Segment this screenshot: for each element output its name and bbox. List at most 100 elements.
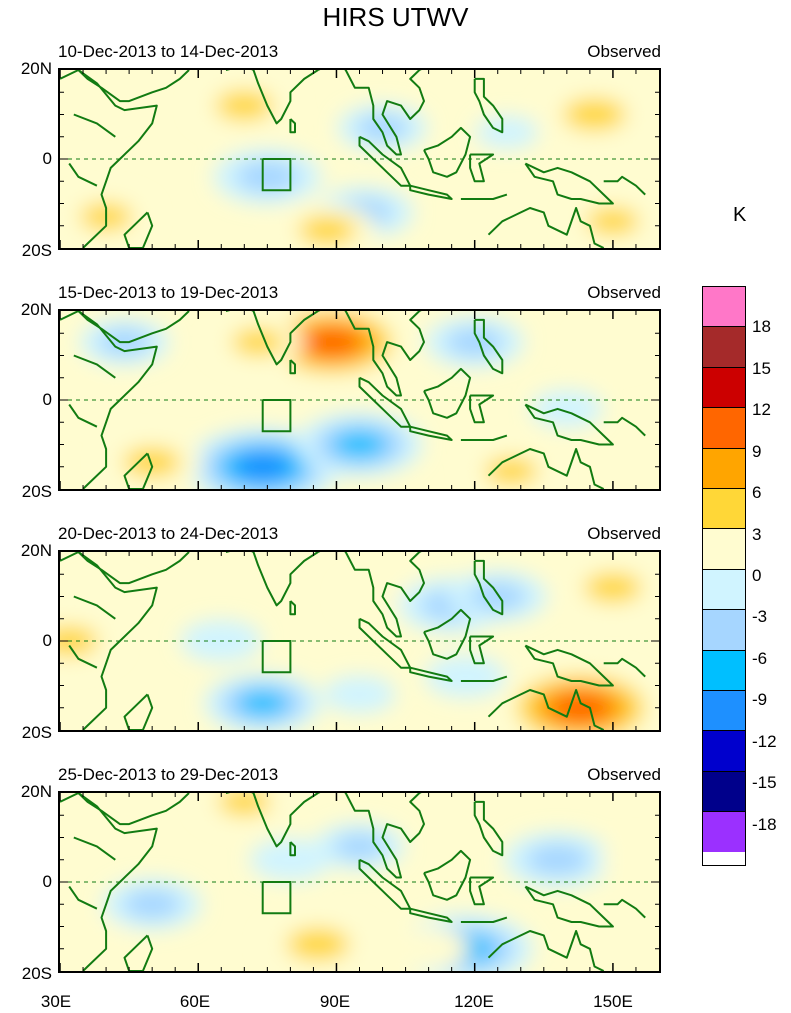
coastline: [358, 376, 412, 428]
anomaly-contour: [60, 381, 120, 419]
coastline: [123, 693, 154, 730]
anomaly-contour: [333, 833, 386, 860]
colorbar-box: [703, 650, 745, 691]
coastline: [60, 70, 158, 248]
colorbar-unit: K: [733, 204, 747, 226]
coastline: [524, 403, 614, 446]
panel-3-ytick-20n: 20N: [20, 541, 52, 560]
map-panel-3: [58, 550, 661, 732]
coastline: [60, 311, 158, 489]
coastline: [225, 793, 319, 848]
coastline: [358, 135, 412, 187]
coastline: [524, 162, 614, 205]
anomaly-contour: [446, 327, 504, 357]
xtick-30e: 30E: [40, 992, 72, 1011]
colorbar-box: [703, 812, 745, 853]
colorbar-box: [703, 771, 745, 813]
colorbar-box: [703, 610, 745, 651]
anomaly-contour: [475, 115, 539, 149]
panel-3-ytick-20s: 20S: [21, 723, 52, 742]
colorbar-box: [703, 488, 745, 530]
coastline: [73, 113, 116, 138]
coastline: [225, 311, 319, 366]
panel-3-date: 20-Dec-2013 to 24-Dec-2013: [58, 524, 279, 543]
coastline: [603, 416, 646, 437]
anomaly-contour: [237, 690, 289, 717]
coastline: [68, 403, 98, 428]
panel-3-tag: Observed: [587, 524, 661, 543]
anomaly-contour: [424, 655, 506, 698]
coastline: [473, 559, 504, 616]
panel-2-ytick-0: 0: [42, 390, 52, 409]
colorbar-label: -6: [752, 648, 768, 668]
colorbar-box: [703, 448, 745, 489]
anomaly-contour: [587, 207, 639, 235]
anomaly-contour: [572, 923, 654, 966]
coastline: [289, 841, 296, 857]
coastline: [487, 448, 605, 489]
anomaly-contour: [123, 889, 181, 919]
panel-3-ytick-0: 0: [42, 631, 52, 650]
panel-4-ytick-0: 0: [42, 872, 52, 891]
colorbar-label: 18: [752, 317, 771, 337]
coastline: [460, 675, 508, 682]
map-panel-4: [58, 791, 661, 973]
coastline: [225, 552, 319, 607]
coastline: [603, 175, 646, 196]
xtick-90e: 90E: [319, 992, 351, 1011]
colorbar-label: 0: [752, 566, 762, 585]
panel-4-tag: Observed: [587, 765, 661, 784]
colorbar-label: 15: [752, 358, 771, 378]
coastline: [358, 617, 412, 669]
anomaly-contour: [530, 390, 603, 428]
coastline: [473, 800, 504, 857]
panel-4-ytick-20s: 20S: [21, 964, 52, 983]
colorbar-label: -3: [752, 607, 768, 627]
anomaly-contour: [388, 927, 470, 970]
chart-title: HIRS UTWV: [322, 2, 469, 32]
coastline: [225, 70, 319, 125]
colorbar: [702, 286, 746, 866]
anomaly-contour: [526, 843, 589, 876]
coastline: [469, 635, 495, 665]
coastline: [460, 193, 508, 200]
coastline: [473, 77, 504, 134]
panel-2-ytick-20s: 20S: [21, 482, 52, 501]
panel-2-date: 15-Dec-2013 to 19-Dec-2013: [58, 283, 279, 302]
coastline: [603, 898, 646, 919]
xtick-150e: 150E: [593, 992, 633, 1011]
coastline: [318, 311, 425, 397]
colorbar-box: [703, 731, 745, 772]
coastline: [469, 394, 495, 424]
colorbar-box: [703, 529, 745, 570]
panel-2-ytick-20n: 20N: [20, 300, 52, 319]
panel-1-ytick-20s: 20S: [21, 241, 52, 260]
colorbar-box: [703, 287, 745, 328]
coastline: [524, 644, 614, 687]
coastline: [289, 359, 296, 375]
coastline: [603, 657, 646, 678]
colorbar-box: [703, 690, 745, 732]
coastline: [289, 118, 296, 134]
coastline: [460, 916, 508, 923]
colorbar-box: [703, 408, 745, 449]
coastline: [460, 434, 508, 441]
colorbar-label: -18: [752, 814, 777, 834]
coastline: [123, 211, 154, 248]
colorbar-label: -12: [752, 731, 777, 751]
colorbar-label: -15: [752, 773, 777, 793]
coastline: [60, 793, 158, 971]
coastline: [524, 885, 614, 928]
anomaly-contour: [304, 328, 360, 357]
colorbar-label: 3: [752, 524, 762, 544]
coastline: [73, 595, 116, 620]
coastline: [409, 666, 453, 682]
colorbar-box: [703, 327, 745, 368]
coastline: [73, 836, 116, 861]
coastline: [487, 207, 605, 248]
coastline: [318, 70, 425, 156]
coastline: [469, 876, 495, 906]
anomaly-contour: [215, 90, 273, 121]
coastline: [409, 425, 453, 441]
anomaly-contour: [298, 215, 356, 245]
